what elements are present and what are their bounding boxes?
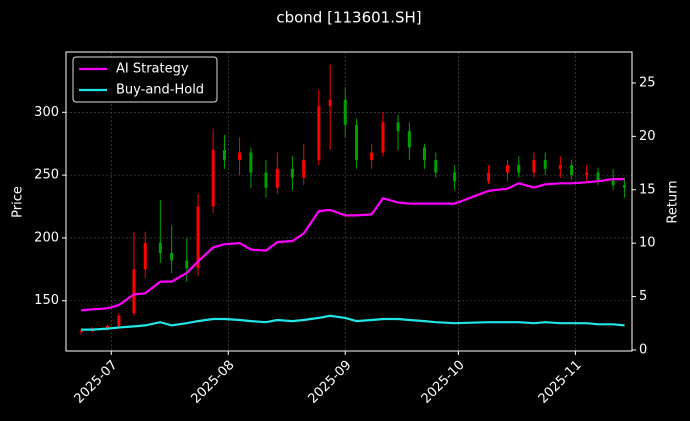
candle-body bbox=[275, 168, 279, 188]
candle-body bbox=[132, 269, 136, 314]
candle-body bbox=[79, 330, 83, 333]
y-tick-label: 300 bbox=[34, 105, 59, 120]
line-series bbox=[81, 178, 625, 312]
candle-body bbox=[222, 149, 226, 161]
x-tick-label: 2025-08 bbox=[189, 358, 238, 407]
candle-body bbox=[328, 99, 332, 107]
candle-body bbox=[453, 172, 457, 182]
candle-body bbox=[302, 160, 306, 178]
candle-body bbox=[487, 172, 491, 182]
y2-tick-label: 10 bbox=[639, 236, 656, 251]
candle-body bbox=[543, 160, 547, 169]
candle-body bbox=[558, 165, 562, 169]
legend-label: Buy-and-Hold bbox=[116, 83, 204, 98]
candle-body bbox=[106, 325, 110, 329]
candle-body bbox=[158, 242, 162, 254]
y-tick-label: 250 bbox=[34, 168, 59, 183]
x-tick-label: 2025-10 bbox=[419, 358, 468, 407]
candle-body bbox=[611, 180, 615, 186]
candle-body bbox=[170, 253, 174, 261]
legend-label: AI Strategy bbox=[116, 62, 189, 77]
candle-body bbox=[196, 206, 200, 269]
candle-body bbox=[317, 106, 321, 161]
candle-body bbox=[117, 315, 121, 326]
y2-tick-label: 25 bbox=[639, 75, 656, 90]
y2-tick-label: 0 bbox=[639, 342, 647, 357]
y2-tick-label: 15 bbox=[639, 182, 656, 197]
candle-body bbox=[238, 152, 242, 161]
candle-body bbox=[264, 172, 268, 188]
candle-body bbox=[596, 172, 600, 181]
candle-body bbox=[407, 131, 411, 148]
candle-body bbox=[505, 165, 509, 173]
candle-body bbox=[343, 99, 347, 125]
candle-body bbox=[249, 152, 253, 173]
candle-body bbox=[355, 124, 359, 161]
y2-tick-label: 5 bbox=[639, 289, 647, 304]
candle-body bbox=[381, 122, 385, 153]
candle-body bbox=[622, 185, 626, 188]
y2-tick-label: 20 bbox=[639, 129, 656, 144]
candle-body bbox=[422, 147, 426, 161]
line-series bbox=[81, 314, 625, 331]
x-tick-label: 2025-11 bbox=[536, 358, 585, 407]
candle-body bbox=[143, 242, 147, 270]
chart-title: cbond [113601.SH] bbox=[276, 9, 421, 27]
y2-axis-label: Return bbox=[666, 180, 681, 223]
candle-body bbox=[211, 149, 215, 207]
y-tick-label: 150 bbox=[34, 293, 59, 308]
candle-body bbox=[532, 160, 536, 173]
y-tick-label: 200 bbox=[34, 230, 59, 245]
candle-body bbox=[585, 172, 589, 176]
x-tick-label: 2025-07 bbox=[72, 358, 121, 407]
x-tick-label: 2025-09 bbox=[306, 358, 355, 407]
legend-box bbox=[72, 56, 218, 103]
candle-body bbox=[434, 160, 438, 173]
y-axis-label: Price bbox=[11, 186, 26, 218]
candle-body bbox=[290, 168, 294, 178]
candle-body bbox=[370, 152, 374, 161]
candle-body bbox=[570, 165, 574, 176]
candle-body bbox=[185, 260, 189, 269]
candle-body bbox=[396, 122, 400, 132]
plot-frame bbox=[65, 51, 633, 352]
candle-body bbox=[517, 165, 521, 173]
